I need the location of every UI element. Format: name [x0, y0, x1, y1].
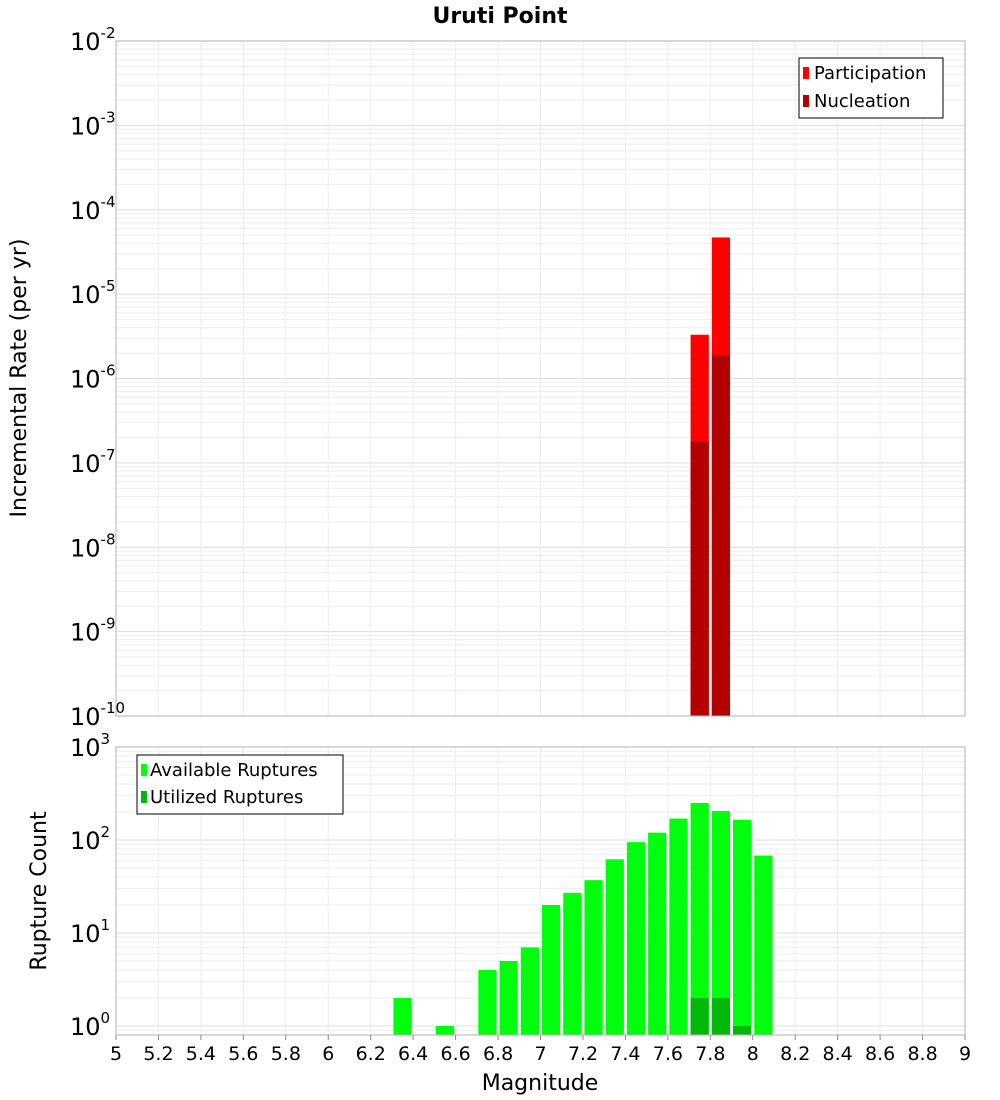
x-tick-label: 6.6: [440, 1043, 470, 1065]
legend-label-participation: Participation: [814, 63, 926, 84]
bottom-bar-series-0: [478, 969, 497, 1035]
top-grid: [115, 40, 966, 717]
top-y-tick-label: 10-3: [70, 108, 116, 140]
x-tick-label: 5.8: [271, 1043, 301, 1065]
bottom-bar-series-1: [733, 1025, 752, 1035]
x-tick-label: 5: [110, 1043, 122, 1065]
x-tick-label: 8.6: [865, 1043, 895, 1065]
bottom-panel: 103 102 101 100 5 5.2 5.4 5.6 5.8 6 6.2 6.4 6.6 6.8 7…: [27, 730, 971, 1096]
top-y-tick-label: 10-5: [70, 277, 116, 309]
x-axis-label: Magnitude: [482, 1071, 599, 1096]
top-plot-frame: [115, 40, 966, 717]
bottom-bar-series-0: [393, 997, 412, 1035]
x-tick-label: 5.2: [143, 1043, 173, 1065]
legend-swatch-utilized: [141, 791, 147, 803]
x-tick-label: 6.4: [398, 1043, 428, 1065]
bottom-legend: Available Ruptures Utilized Ruptures: [136, 754, 344, 815]
top-y-axis-label: Incremental Rate (per yr): [7, 239, 32, 518]
bottom-bar-series-0: [669, 818, 688, 1035]
bottom-y-tick-label: 101: [70, 916, 110, 948]
legend-swatch-available: [141, 764, 147, 776]
legend-label-utilized: Utilized Ruptures: [150, 787, 303, 808]
legend-label-nucleation: Nucleation: [814, 91, 910, 112]
bottom-bar-series-0: [754, 855, 773, 1035]
x-tick-label: 5.6: [228, 1043, 258, 1065]
bottom-bar-series-0: [626, 842, 646, 1035]
legend-label-available: Available Ruptures: [150, 760, 318, 781]
x-tick-label: 6: [322, 1043, 334, 1065]
bottom-y-tick-label: 103: [70, 730, 110, 762]
top-y-tick-label: 10-10: [70, 699, 125, 731]
top-legend: Participation Nucleation: [798, 57, 944, 119]
bottom-bar-series-0: [605, 859, 624, 1035]
bottom-bar-series-0: [690, 802, 709, 1035]
x-tick-label: 5.4: [186, 1043, 216, 1065]
bottom-bar-series-0: [499, 960, 518, 1035]
x-tick-label: 7.8: [695, 1043, 725, 1065]
bottom-bar-series-0: [542, 904, 561, 1035]
top-y-tick-label: 10-8: [70, 530, 116, 562]
x-tick-label: 8: [747, 1043, 759, 1065]
bottom-bar-series-0: [520, 947, 539, 1035]
bottom-bar-series-0: [711, 811, 731, 1035]
x-tick-label: 7: [534, 1043, 546, 1065]
top-y-tick-label: 10-6: [70, 362, 116, 394]
x-tick-label: 8.2: [780, 1043, 810, 1065]
bottom-y-tick-label: 102: [70, 823, 110, 855]
bottom-y-tick-label: 100: [70, 1009, 110, 1041]
bottom-bar-series-0: [563, 892, 582, 1035]
top-y-tick-label: 10-9: [70, 615, 116, 647]
bottom-bar-series-1: [711, 997, 731, 1035]
top-bar-series-1: [690, 441, 709, 716]
x-tick-label: 6.8: [483, 1043, 513, 1065]
chart-title: Uruti Point: [432, 4, 568, 29]
legend-swatch-participation: [803, 67, 809, 79]
bottom-bar-series-0: [435, 1025, 455, 1035]
top-y-tick-label: 10-7: [70, 446, 116, 478]
top-y-tick-label: 10-4: [70, 193, 116, 225]
top-legend-box: [798, 57, 944, 119]
x-tick-label: 7.2: [568, 1043, 598, 1065]
legend-swatch-nucleation: [803, 95, 809, 107]
top-bars: [690, 237, 731, 716]
bottom-bar-series-1: [690, 997, 709, 1035]
bottom-y-ticks: 103 102 101 100: [70, 730, 110, 1041]
top-y-ticks: 10-2 10-3 10-4 10-5 10-6 10-7 10-8 10-9 10-10: [70, 24, 125, 731]
x-tick-label: 9: [959, 1043, 971, 1065]
x-tick-label: 7.6: [653, 1043, 683, 1065]
bottom-bar-series-0: [648, 832, 667, 1035]
x-tick-label: 8.4: [823, 1043, 853, 1065]
bottom-bars: [393, 802, 773, 1035]
x-tick-label: 6.2: [356, 1043, 386, 1065]
bottom-bar-series-0: [733, 819, 752, 1035]
bottom-bar-series-0: [584, 880, 603, 1035]
x-ticks: 5 5.2 5.4 5.6 5.8 6 6.2 6.4 6.6 6.8 7 7.2 7.4 7.6 7.8 8…: [110, 1035, 971, 1065]
bottom-legend-box: [136, 754, 344, 815]
top-panel: 10-2 10-3 10-4 10-5 10-6 10-7 10-8 10-9 10-10 In…: [7, 24, 966, 731]
top-y-tick-label: 10-2: [70, 24, 116, 56]
x-tick-label: 7.4: [610, 1043, 640, 1065]
top-bar-series-1: [711, 354, 731, 716]
x-tick-label: 8.8: [907, 1043, 937, 1065]
bottom-y-axis-label: Rupture Count: [27, 811, 52, 971]
